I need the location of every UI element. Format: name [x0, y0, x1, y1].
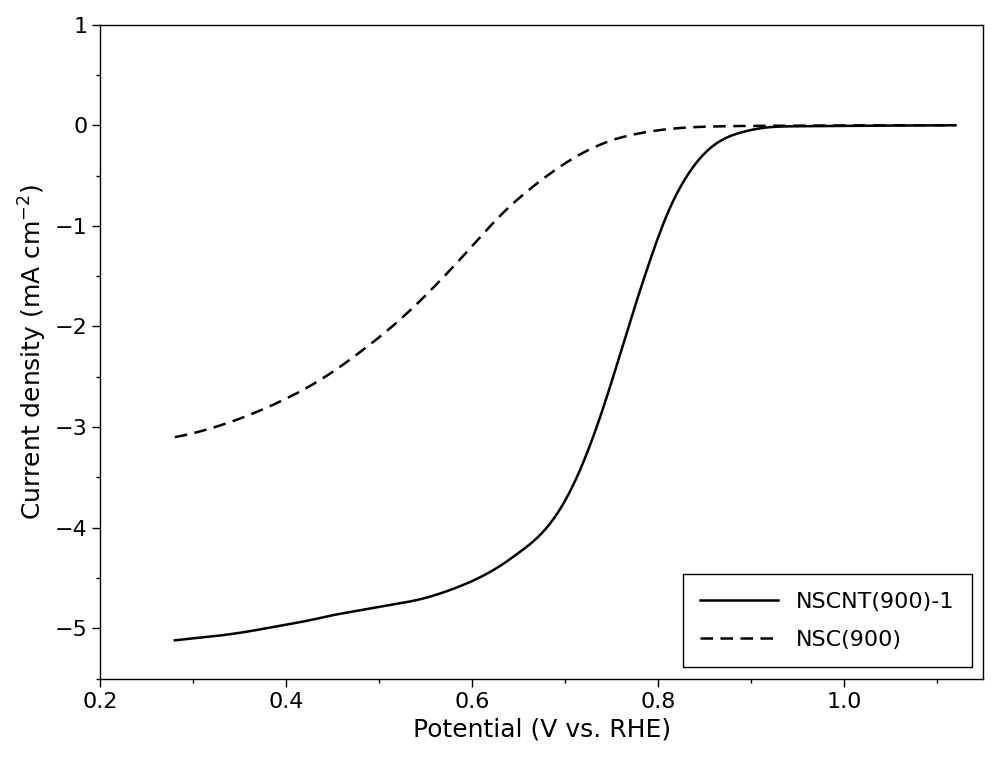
NSCNT(900)-1 — [643, 260, 655, 269]
NSC(900) — [217, 420, 229, 429]
NSCNT(900)-1 — [666, 199, 678, 208]
NSCNT(900)-1 — [169, 636, 181, 645]
NSC(900) — [643, 127, 655, 136]
NSC(900) — [622, 131, 634, 140]
NSC(900) — [949, 121, 961, 130]
NSC(900) — [666, 124, 678, 133]
NSC(900) — [761, 121, 773, 130]
Y-axis label: Current density (mA cm$^{-2}$): Current density (mA cm$^{-2}$) — [17, 183, 49, 520]
NSC(900) — [914, 121, 926, 130]
Line: NSCNT(900)-1: NSCNT(900)-1 — [175, 125, 955, 641]
NSCNT(900)-1 — [761, 123, 773, 132]
X-axis label: Potential (V vs. RHE): Potential (V vs. RHE) — [413, 717, 671, 741]
NSC(900) — [169, 433, 181, 442]
Line: NSC(900): NSC(900) — [175, 125, 955, 437]
NSCNT(900)-1 — [841, 121, 853, 130]
NSCNT(900)-1 — [949, 121, 961, 130]
NSCNT(900)-1 — [217, 631, 229, 640]
Legend: NSCNT(900)-1, NSC(900): NSCNT(900)-1, NSC(900) — [683, 574, 972, 668]
NSCNT(900)-1 — [622, 324, 634, 333]
NSC(900) — [841, 121, 853, 130]
